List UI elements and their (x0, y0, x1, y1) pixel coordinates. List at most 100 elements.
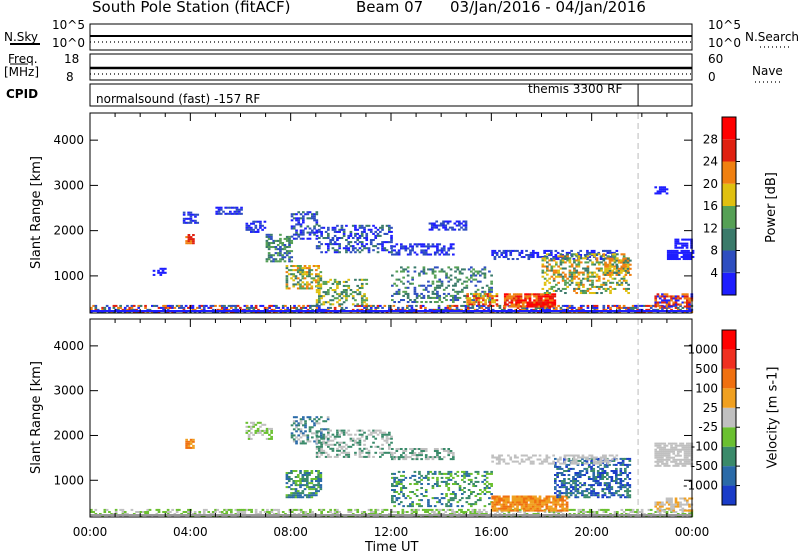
heatmap-cell (582, 286, 585, 288)
heatmap-cell (432, 291, 435, 293)
heatmap-cell (435, 221, 438, 223)
heatmap-cell (295, 307, 298, 309)
heatmap-cell (302, 305, 305, 307)
heatmap-cell (601, 494, 604, 496)
colorbar-segment-power (722, 139, 736, 161)
heatmap-cell (663, 186, 666, 188)
heatmap-cell (444, 225, 447, 227)
heatmap-cell (329, 241, 332, 243)
heatmap-cell (246, 225, 249, 227)
heatmap-cell (498, 256, 501, 258)
heatmap-cell (400, 271, 403, 273)
heatmap-cell (302, 221, 305, 223)
heatmap-cell (299, 486, 302, 488)
heatmap-cell (507, 455, 510, 457)
heatmap-cell (307, 434, 310, 436)
heatmap-cell (414, 271, 417, 273)
heatmap-cell (469, 303, 472, 305)
heatmap-cell (212, 305, 215, 307)
heatmap-cell (465, 223, 468, 225)
heatmap-cell (587, 261, 590, 263)
heatmap-cell (416, 458, 419, 460)
heatmap-cell (604, 488, 607, 490)
heatmap-cell (338, 231, 341, 233)
heatmap-cell (524, 302, 527, 304)
heatmap-cell (411, 450, 414, 452)
heatmap-cell (549, 295, 552, 297)
heatmap-cell (286, 246, 289, 248)
heatmap-cell (436, 245, 439, 247)
heatmap-cell (600, 261, 603, 263)
heatmap-cell (224, 213, 227, 215)
heatmap-cell (654, 186, 657, 188)
heatmap-cell (681, 245, 684, 247)
heatmap-cell (436, 285, 439, 287)
heatmap-cell (503, 508, 506, 510)
heatmap-cell (343, 452, 346, 454)
heatmap-cell (570, 455, 573, 457)
heatmap-cell (457, 268, 460, 270)
heatmap-cell (571, 264, 574, 266)
heatmap-cell (286, 252, 289, 254)
heatmap-cell (350, 251, 353, 253)
heatmap-cell (463, 287, 466, 289)
heatmap-cell (433, 511, 436, 513)
heatmap-cell (162, 307, 165, 309)
heatmap-cell (192, 441, 195, 443)
heatmap-cell (318, 241, 321, 243)
heatmap-cell (325, 231, 328, 233)
heatmap-cell (438, 473, 441, 475)
heatmap-cell (192, 238, 195, 240)
heatmap-cell (440, 223, 443, 225)
heatmap-cell (300, 217, 303, 219)
heatmap-cell (332, 303, 335, 305)
heatmap-cell (491, 502, 494, 504)
heatmap-cell (311, 420, 314, 422)
heatmap-cell (246, 229, 249, 231)
heatmap-cell (484, 303, 487, 305)
heatmap-cell (450, 493, 453, 495)
heatmap-cell (530, 457, 533, 459)
heatmap-cell (271, 305, 274, 307)
heatmap-cell (454, 493, 457, 495)
heatmap-cell (407, 287, 410, 289)
heatmap-cell (434, 473, 437, 475)
heatmap-cell (386, 233, 389, 235)
heatmap-cell (438, 456, 441, 458)
heatmap-cell (554, 458, 557, 460)
heatmap-cell (227, 213, 230, 215)
heatmap-cell (432, 293, 435, 295)
heatmap-cell (444, 307, 447, 309)
heatmap-cell (534, 252, 537, 254)
heatmap-cell (571, 272, 574, 274)
heatmap-cell (374, 452, 377, 454)
heatmap-cell (550, 508, 553, 510)
heatmap-cell (545, 295, 548, 297)
heatmap-cell (477, 289, 480, 291)
heatmap-cell (347, 285, 350, 287)
heatmap-cell (414, 452, 417, 454)
heatmap-cell (654, 299, 657, 301)
heatmap-cell (315, 480, 318, 482)
heatmap-cell (370, 432, 373, 434)
heatmap-cell (313, 478, 316, 480)
heatmap-cell (214, 305, 217, 307)
heatmap-cell (641, 511, 644, 513)
heatmap-cell (548, 282, 551, 284)
heatmap-cell (562, 261, 565, 263)
heatmap-cell (420, 499, 423, 501)
colorbar-segment-power (722, 117, 736, 139)
heatmap-cell (291, 432, 294, 434)
heatmap-cell (614, 253, 617, 255)
heatmap-cell (225, 509, 228, 511)
heatmap-cell (687, 250, 690, 252)
heatmap-cell (347, 454, 350, 456)
heatmap-cell (308, 486, 311, 488)
heatmap-cell (423, 268, 426, 270)
heatmap-cell (215, 207, 218, 209)
heatmap-cell (657, 302, 660, 304)
heatmap-cell (183, 218, 186, 220)
heatmap-cell (509, 252, 512, 254)
heatmap-cell (593, 286, 596, 288)
heatmap-cell (416, 503, 419, 505)
